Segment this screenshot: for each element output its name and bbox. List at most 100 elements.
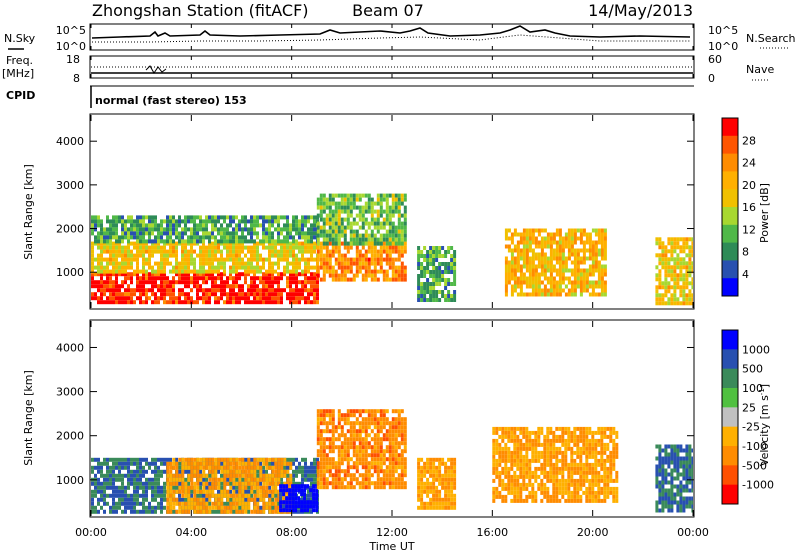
velocity-cell <box>397 445 401 450</box>
power-cell <box>295 239 298 244</box>
velocity-cell <box>316 465 320 470</box>
power-cell <box>361 277 365 282</box>
velocity-cell <box>438 505 442 510</box>
velocity-cell <box>313 481 316 486</box>
power-cell <box>304 231 307 236</box>
power-cell <box>435 254 439 258</box>
velocity-cell <box>432 501 436 506</box>
velocity-cell <box>229 509 233 514</box>
power-cell <box>220 223 223 228</box>
velocity-cell <box>163 497 166 502</box>
power-cell <box>667 249 671 254</box>
power-cell <box>97 272 100 277</box>
power-cell <box>570 236 574 241</box>
power-cell <box>579 240 583 245</box>
power-cell <box>349 197 353 202</box>
power-cell <box>567 256 571 261</box>
power-cell <box>208 245 211 250</box>
power-cell <box>685 265 689 270</box>
power-cell <box>241 241 244 246</box>
velocity-cell <box>238 501 242 506</box>
power-cell <box>253 227 256 232</box>
power-cell <box>142 219 145 224</box>
power-cell <box>355 245 359 250</box>
velocity-cell <box>379 429 383 434</box>
velocity-cell <box>127 457 130 462</box>
power-cell <box>181 300 184 305</box>
velocity-cell <box>376 477 380 482</box>
power-cell <box>106 245 109 250</box>
velocity-cell <box>328 473 332 478</box>
velocity-cell <box>361 417 365 422</box>
velocity-cell <box>328 449 332 454</box>
velocity-cell <box>447 477 451 482</box>
velocity-cell <box>331 465 335 470</box>
power-cell <box>115 219 118 224</box>
velocity-cell <box>331 445 335 450</box>
velocity-cell <box>223 457 227 462</box>
power-cell <box>504 276 508 281</box>
power-cell <box>573 240 577 245</box>
velocity-cell <box>340 477 344 482</box>
velocity-cell <box>259 485 263 490</box>
power-cell <box>438 250 442 254</box>
power-cell <box>400 249 404 254</box>
power-cell <box>534 264 538 269</box>
power-cell <box>157 245 160 250</box>
velocity-cell <box>394 461 398 466</box>
velocity-cell <box>447 469 451 474</box>
velocity-cell <box>286 469 290 474</box>
power-cell <box>522 232 526 237</box>
power-cell <box>531 236 535 241</box>
power-cell <box>238 235 241 240</box>
power-cell <box>268 227 271 232</box>
velocity-cell <box>94 457 97 462</box>
power-cell <box>142 235 145 240</box>
velocity-cell <box>325 413 329 418</box>
velocity-cell <box>391 433 395 438</box>
velocity-cell <box>154 497 157 502</box>
power-cell <box>304 288 307 293</box>
velocity-cell <box>388 485 392 490</box>
power-cell <box>256 253 259 258</box>
power-cell <box>355 221 359 226</box>
velocity-cell <box>217 477 221 482</box>
velocity-cell <box>118 465 121 470</box>
power-cell <box>229 292 232 297</box>
power-cell <box>670 297 674 302</box>
velocity-cell <box>294 500 298 505</box>
power-cell <box>100 223 103 228</box>
velocity-cell <box>367 481 371 486</box>
power-cell <box>208 288 211 293</box>
power-cell <box>307 231 310 236</box>
power-cell <box>343 241 347 246</box>
power-cell <box>112 231 115 236</box>
power-cell <box>564 284 568 289</box>
velocity-cell <box>450 505 454 510</box>
power-cell <box>250 245 253 250</box>
power-cell <box>283 235 286 240</box>
power-cell <box>661 281 665 286</box>
velocity-cell <box>322 441 326 446</box>
power-cell <box>301 284 304 289</box>
velocity-cell <box>322 481 326 486</box>
velocity-cell <box>286 461 290 466</box>
power-cell <box>691 269 693 274</box>
velocity-cell <box>492 494 496 499</box>
power-cell <box>151 227 154 232</box>
power-cell <box>271 231 274 236</box>
power-cell <box>205 269 208 274</box>
velocity-cell <box>241 473 245 478</box>
power-cell <box>214 239 217 244</box>
velocity-cell <box>444 481 448 486</box>
power-cell <box>528 292 532 297</box>
power-cell <box>343 193 347 198</box>
velocity-cell <box>417 477 421 482</box>
velocity-cell <box>504 486 508 491</box>
power-cell <box>211 261 214 266</box>
velocity-cell <box>232 461 236 466</box>
power-cell <box>124 231 127 236</box>
power-cell <box>196 239 199 244</box>
velocity-cell <box>306 484 310 489</box>
power-cell <box>112 272 115 277</box>
